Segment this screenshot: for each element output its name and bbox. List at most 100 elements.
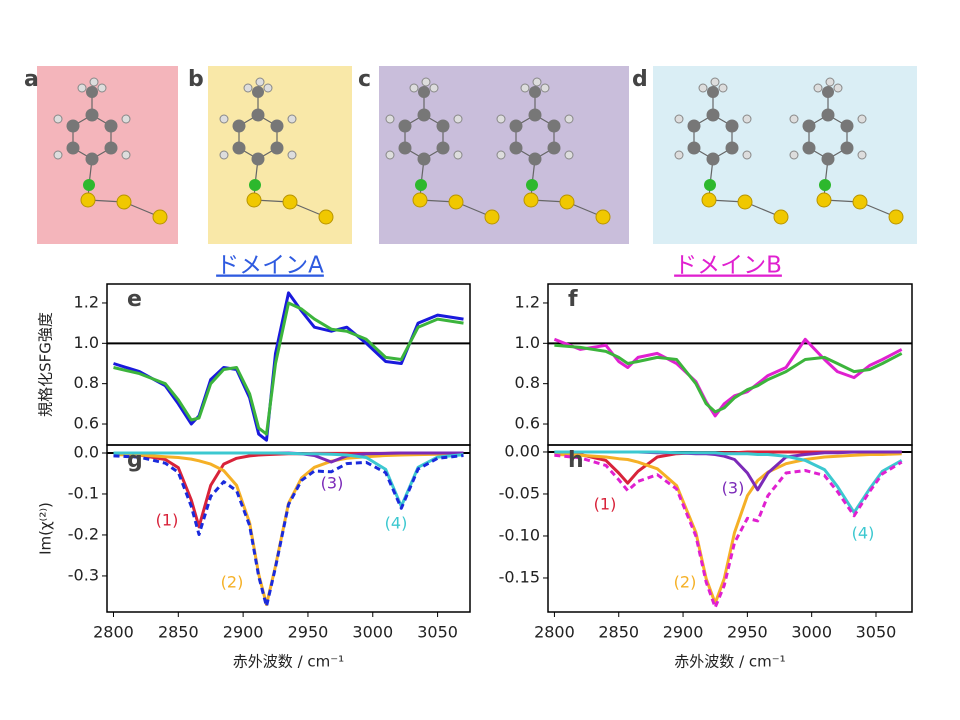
annotation: (3)	[722, 479, 745, 498]
h-atom	[857, 150, 867, 160]
h-atom	[243, 83, 253, 93]
h-atom	[674, 150, 684, 160]
h-atom	[219, 150, 229, 160]
y-tick-label: -0.15	[499, 567, 540, 586]
c-atom	[706, 108, 720, 122]
h-atom	[77, 83, 87, 93]
h-atom	[564, 114, 574, 124]
au-atom	[559, 194, 575, 210]
panel-label: f	[568, 287, 578, 312]
h-atom	[121, 150, 131, 160]
c-atom	[528, 108, 542, 122]
annotation: (1)	[156, 511, 179, 530]
panel-label: h	[568, 448, 584, 473]
y-tick-label: 0.6	[515, 414, 540, 433]
y-tick-label: 1.0	[515, 333, 540, 352]
annotation: (4)	[852, 524, 875, 543]
x-tick-label: 2850	[598, 623, 639, 642]
h-atom	[520, 83, 530, 93]
h-atom	[710, 77, 720, 87]
y-tick-label: -0.05	[499, 483, 540, 502]
x-tick-label: 3050	[856, 623, 897, 642]
h-atom	[532, 77, 542, 87]
c-atom	[252, 86, 264, 98]
c-atom	[547, 119, 561, 133]
y-tick-label: 1.0	[74, 333, 99, 352]
c-atom	[840, 141, 854, 155]
annotation: (4)	[385, 514, 408, 533]
h-atom	[857, 114, 867, 124]
x-tick-label: 3000	[791, 623, 832, 642]
c-atom	[232, 119, 246, 133]
au-atom	[816, 192, 832, 208]
annotation: (2)	[674, 573, 697, 592]
au-atom	[737, 194, 753, 210]
y-tick-label: 0.0	[74, 442, 99, 461]
au-atom	[80, 192, 96, 208]
molecules	[53, 77, 904, 225]
h-atom	[564, 150, 574, 160]
h-atom	[833, 83, 843, 93]
h-atom	[429, 83, 439, 93]
panel-label: c	[358, 67, 371, 92]
x-tick-label: 2800	[93, 623, 134, 642]
h-atom	[287, 114, 297, 124]
c-atom	[528, 152, 542, 166]
h-atom	[718, 83, 728, 93]
h-atom	[742, 150, 752, 160]
series-line	[113, 301, 464, 436]
c-atom	[398, 119, 412, 133]
h-atom	[453, 114, 463, 124]
h-atom	[263, 83, 273, 93]
h-atom	[385, 114, 395, 124]
au-atom	[701, 192, 717, 208]
panel-label: g	[127, 448, 143, 473]
h-atom	[219, 114, 229, 124]
c-atom	[821, 152, 835, 166]
c-atom	[802, 119, 816, 133]
au-atom	[282, 194, 298, 210]
c-atom	[270, 119, 284, 133]
au-atom	[523, 192, 539, 208]
au-atom	[595, 209, 611, 225]
plot-frame	[106, 444, 471, 613]
y-axis-label: Im(χ⁽²⁾)	[37, 502, 55, 555]
h-atom	[121, 114, 131, 124]
c-atom	[436, 119, 450, 133]
c-atom	[802, 141, 816, 155]
h-atom	[789, 150, 799, 160]
annotation: (1)	[594, 495, 617, 514]
au-atom	[448, 194, 464, 210]
c-atom	[821, 108, 835, 122]
c-atom	[417, 152, 431, 166]
c-atom	[232, 141, 246, 155]
series-line	[554, 453, 903, 609]
c-atom	[822, 86, 834, 98]
au-atom	[888, 209, 904, 225]
series-line	[554, 343, 903, 414]
annotation: (3)	[321, 474, 344, 493]
au-atom	[412, 192, 428, 208]
c-atom	[86, 86, 98, 98]
x-tick-label: 2900	[663, 623, 704, 642]
annotation: (2)	[221, 573, 244, 592]
s-atom	[83, 179, 95, 191]
au-atom	[852, 194, 868, 210]
plot-frame	[547, 283, 913, 446]
h-atom	[409, 83, 419, 93]
c-atom	[687, 141, 701, 155]
series-line	[554, 452, 902, 605]
au-atom	[246, 192, 262, 208]
s-atom	[819, 179, 831, 191]
y-tick-label: 0.8	[515, 373, 540, 392]
au-atom	[484, 209, 500, 225]
c-atom	[840, 119, 854, 133]
au-atom	[318, 209, 334, 225]
h-atom	[540, 83, 550, 93]
au-atom	[152, 209, 168, 225]
c-atom	[417, 108, 431, 122]
y-axis-label: 規格化SFG強度	[37, 312, 55, 417]
c-atom	[251, 152, 265, 166]
h-atom	[698, 83, 708, 93]
